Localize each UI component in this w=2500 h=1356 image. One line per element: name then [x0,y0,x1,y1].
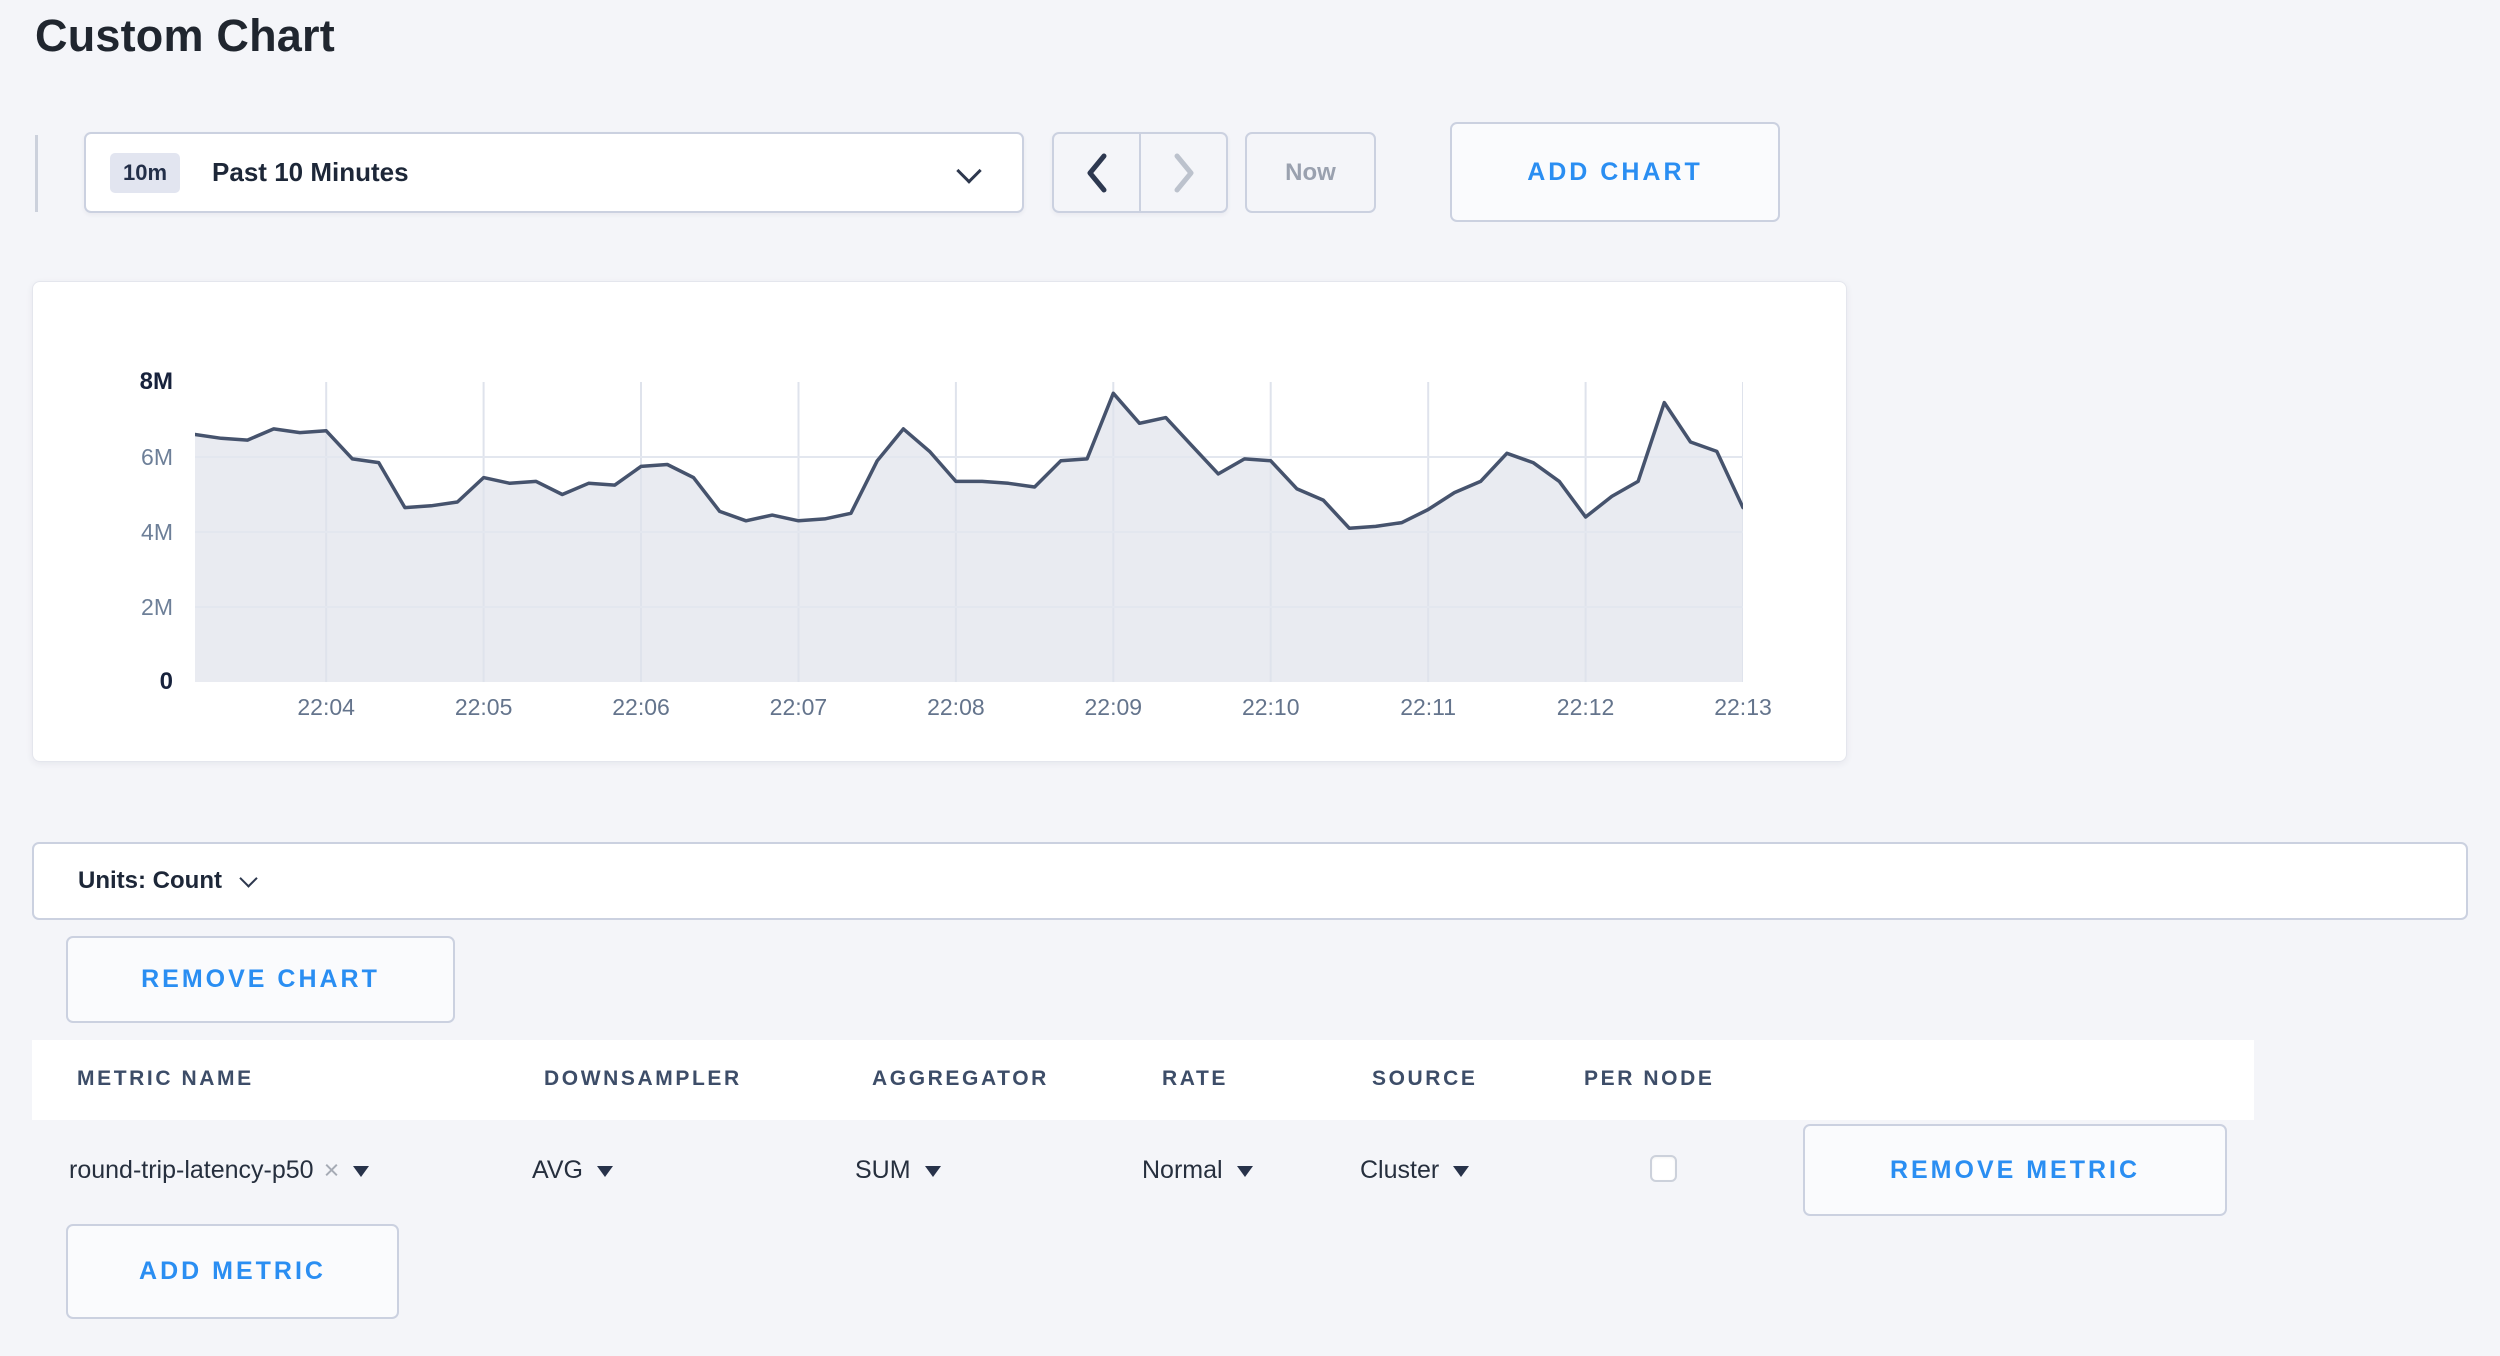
x-axis-tick-label: 22:06 [612,694,670,720]
time-range-dropdown[interactable]: 10m Past 10 Minutes [84,132,1024,213]
now-button[interactable]: Now [1245,132,1376,213]
time-window-accent-line [35,135,38,212]
column-header-metric-name: METRIC NAME [77,1067,254,1090]
page-title: Custom Chart [35,10,335,61]
column-header-source: SOURCE [1372,1067,1478,1090]
column-header-rate: RATE [1162,1067,1229,1090]
clear-metric-icon[interactable]: × [323,1154,340,1185]
prev-time-button[interactable] [1052,132,1141,213]
source-dropdown[interactable]: Cluster [1360,1150,1470,1190]
x-axis-tick-label: 22:05 [454,694,513,720]
y-axis-tick-label: 4M [141,519,173,545]
add-metric-button[interactable]: ADD METRIC [66,1224,399,1319]
chevron-down-icon [956,158,982,184]
x-axis-tick-label: 22:04 [297,694,355,720]
y-axis-tick-label: 8M [139,368,173,395]
x-axis-tick-label: 22:12 [1556,694,1615,720]
x-axis-tick-label: 22:10 [1241,694,1300,720]
metric-name-dropdown[interactable]: round-trip-latency-p50 × [69,1150,370,1190]
x-axis-tick-label: 22:11 [1400,694,1457,720]
source-value: Cluster [1360,1155,1440,1184]
y-axis-tick-label: 0 [159,668,173,695]
units-label: Units: Count [78,867,222,894]
x-axis-tick-label: 22:07 [769,694,828,720]
rate-dropdown[interactable]: Normal [1142,1150,1253,1190]
units-dropdown[interactable]: Units: Count [32,842,2468,920]
caret-down-icon [1236,1166,1253,1177]
caret-down-icon [924,1166,941,1177]
remove-chart-button[interactable]: REMOVE CHART [66,936,455,1023]
column-header-per-node: PER NODE [1584,1067,1715,1090]
downsampler-value: AVG [532,1155,583,1184]
aggregator-dropdown[interactable]: SUM [855,1150,941,1190]
next-time-button[interactable] [1139,132,1228,213]
rate-value: Normal [1142,1155,1223,1184]
area-chart-svg [195,382,1743,682]
per-node-checkbox[interactable] [1650,1155,1677,1182]
metric-name-value: round-trip-latency-p50 [69,1155,314,1184]
metrics-table-header: METRIC NAME DOWNSAMPLER AGGREGATOR RATE … [32,1040,2254,1120]
y-axis-tick-label: 2M [141,594,173,620]
y-axis-tick-label: 6M [141,444,173,470]
x-axis-tick-label: 22:08 [927,694,985,720]
chevron-down-icon [239,868,258,888]
chevron-left-icon [1087,153,1106,192]
aggregator-value: SUM [855,1155,911,1184]
add-chart-button[interactable]: ADD CHART [1450,122,1780,222]
time-series-chart[interactable] [195,382,1743,682]
chart-card: 0 2M 4M 6M 8M 22:04 22:05 22:06 22:07 22:08 22:09… [32,281,1847,762]
metric-row: round-trip-latency-p50 × AVG SUM Normal … [32,1120,2254,1230]
chevron-right-icon [1174,153,1193,192]
time-range-label: Past 10 Minutes [212,157,409,187]
downsampler-dropdown[interactable]: AVG [532,1150,613,1190]
x-axis-tick-label: 22:13 [1714,694,1772,720]
caret-down-icon [353,1166,370,1177]
caret-down-icon [596,1166,613,1177]
caret-down-icon [1453,1166,1470,1177]
remove-metric-button[interactable]: REMOVE METRIC [1803,1124,2227,1216]
x-axis-tick-label: 22:09 [1084,694,1143,720]
time-nav-group [1052,132,1228,213]
column-header-downsampler: DOWNSAMPLER [544,1067,742,1090]
column-header-aggregator: AGGREGATOR [872,1067,1049,1090]
time-range-badge: 10m [110,152,181,193]
